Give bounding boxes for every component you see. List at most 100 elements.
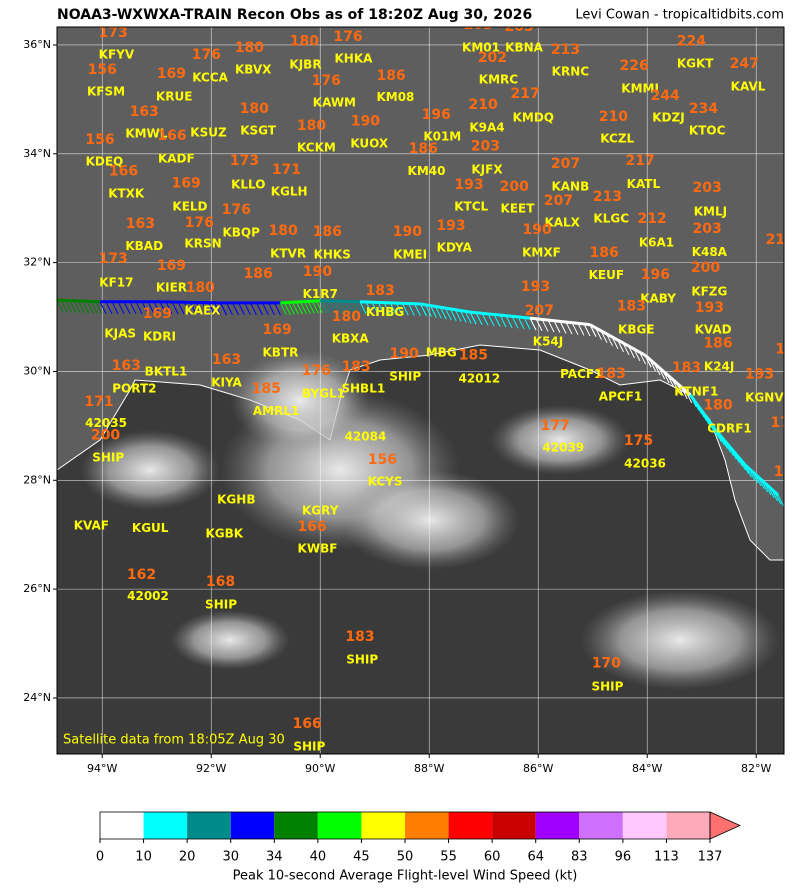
wind-barb	[117, 301, 125, 315]
wind-barb	[429, 305, 437, 318]
wind-barb	[420, 303, 427, 317]
station-id: KHKA	[334, 52, 373, 66]
pressure-reading: 183	[617, 299, 646, 315]
wind-barb	[449, 308, 457, 322]
credit: Levi Cowan - tropicaltidbits.com	[575, 8, 784, 23]
pressure-reading: 166	[297, 519, 326, 535]
wind-barb	[171, 301, 179, 315]
pressure-reading: 186	[376, 68, 405, 84]
wind-barb	[371, 302, 379, 315]
station-id: KSGT	[240, 123, 277, 137]
track-segment	[589, 323, 646, 357]
colorbar-tick-label: 10	[135, 850, 152, 865]
station-id: K01M	[423, 129, 461, 143]
station-id: KMLJ	[694, 205, 727, 219]
colorbar-tick-label: 40	[310, 850, 327, 865]
colorbar-segment	[143, 812, 188, 839]
pressure-reading: 212	[637, 211, 666, 227]
station-id: SHIP	[205, 597, 237, 611]
station-id: KADF	[158, 152, 195, 166]
wind-barb	[165, 301, 173, 315]
wind-barb	[220, 302, 227, 316]
track-segment	[57, 298, 101, 304]
station-id: KBNA	[505, 41, 543, 55]
pressure-reading: 166	[293, 716, 322, 732]
station-id: SHIP	[389, 369, 421, 383]
pressure-reading: 183	[366, 283, 395, 299]
pressure-reading: 200	[691, 260, 720, 276]
pressure-reading: 210	[469, 97, 498, 113]
pressure-reading: 169	[172, 176, 201, 192]
track-segment	[529, 316, 591, 327]
wind-barb	[389, 302, 397, 316]
station-id: 42084	[345, 429, 387, 443]
x-tick-label: 92°W	[196, 762, 226, 775]
pressure-reading: 226	[620, 58, 649, 74]
station-id: SHIP	[591, 680, 623, 694]
wind-barb	[279, 302, 287, 316]
pressure-reading: 207	[551, 156, 580, 172]
station-id: KM01	[462, 41, 500, 55]
wind-barb	[105, 301, 113, 315]
colorbar-tick-label: 60	[484, 850, 501, 865]
station-id: KBXA	[332, 331, 370, 345]
wind-barb	[268, 302, 275, 316]
pressure-reading: 176	[302, 363, 331, 379]
colorbar-tick-label: 34	[266, 850, 283, 865]
pressure-reading: 163	[212, 352, 241, 368]
colorbar-segment	[579, 812, 623, 839]
wind-barb	[359, 301, 367, 315]
station-id: CDRF1	[707, 422, 752, 436]
pressure-reading: 190	[523, 222, 552, 238]
wind-barb	[141, 301, 149, 315]
station-id: KCYS	[368, 474, 403, 488]
x-tick-label: 90°W	[305, 762, 335, 775]
wind-barb	[347, 301, 355, 314]
station-id: KWBF	[298, 541, 338, 555]
pressure-reading: 200	[91, 428, 120, 444]
station-id: K24J	[704, 360, 734, 374]
pressure-reading: 203	[505, 19, 534, 35]
station-id: 42002	[127, 589, 169, 603]
wind-barb	[459, 310, 467, 323]
wind-barb	[135, 301, 143, 315]
station-id: 42012	[458, 372, 500, 386]
colorbar-tick-label: 83	[571, 850, 588, 865]
y-tick-label: 34°N	[23, 147, 51, 160]
pressure-reading: 169	[143, 306, 172, 322]
station-id: KVAF	[74, 518, 109, 532]
colorbar-segment	[100, 812, 144, 839]
station-id: KLLO	[231, 177, 265, 191]
colorbar-tick-label: 64	[527, 850, 544, 865]
station-id: MBG	[426, 345, 457, 359]
pressure-reading: 203	[471, 139, 500, 155]
pressure-reading: 247	[730, 56, 759, 72]
pressure-reading: 180	[290, 34, 319, 50]
x-tick-label: 94°W	[87, 762, 117, 775]
wind-barb	[583, 323, 591, 337]
station-id: KHKS	[314, 248, 351, 262]
wind-barb	[129, 301, 137, 315]
colorbar-segment	[405, 812, 449, 839]
wind-barb	[523, 317, 531, 330]
pressure-reading: 186	[313, 224, 342, 240]
station-id: KBGE	[618, 323, 655, 337]
wind-barb	[273, 302, 281, 316]
station-id: KTNF1	[674, 385, 718, 399]
wind-barb	[777, 494, 784, 508]
wind-barb	[439, 307, 447, 320]
station-id: BKTL1	[145, 364, 188, 378]
pressure-reading: 173	[99, 251, 128, 267]
station-id: K9A4	[469, 121, 504, 135]
wind-barb	[319, 300, 327, 313]
wind-barb	[425, 304, 432, 318]
colorbar-segment	[666, 812, 710, 839]
station-id: KJAS	[104, 326, 136, 340]
colorbar-tick-label: 137	[698, 850, 723, 865]
track-segment	[714, 428, 747, 467]
station-id: SHIP	[346, 652, 378, 666]
station-id: SHBL1	[341, 381, 385, 395]
wind-barb	[303, 301, 311, 314]
pressure-reading: 185	[252, 381, 281, 397]
colorbar-segment	[230, 812, 275, 839]
